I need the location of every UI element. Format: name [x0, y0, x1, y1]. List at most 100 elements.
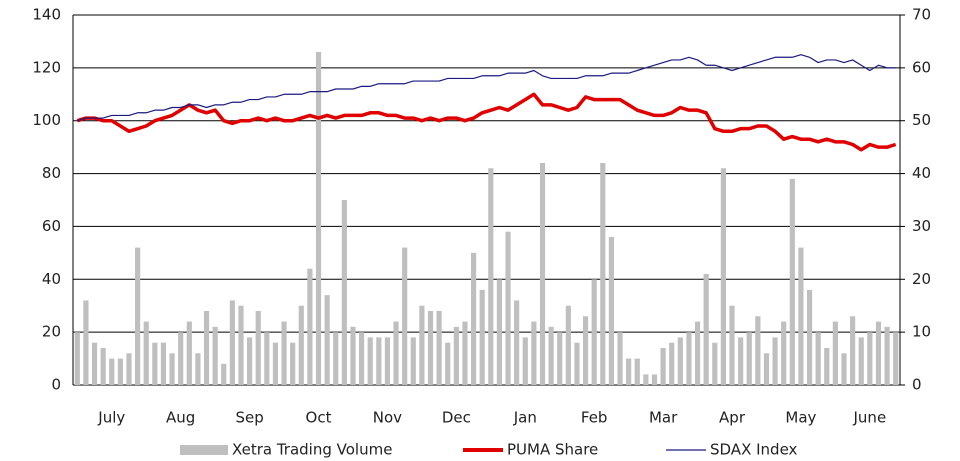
volume-bar: [195, 353, 201, 385]
volume-bar: [755, 316, 761, 385]
volume-bar: [178, 332, 184, 385]
volume-bar: [83, 300, 89, 385]
volume-bar: [307, 268, 313, 385]
volume-bar: [522, 337, 528, 385]
volume-bar: [806, 289, 813, 385]
volume-bar: [315, 52, 322, 385]
volume-bar: [117, 358, 123, 385]
volume-bar: [514, 300, 520, 385]
volume-bar: [488, 168, 494, 385]
volume-bar: [238, 305, 244, 385]
volume-bar: [212, 326, 218, 385]
volume-bar: [677, 337, 683, 385]
y-tick-label: 60: [42, 217, 61, 235]
volume-bar: [875, 321, 882, 385]
volume-bar: [350, 326, 356, 385]
x-tick-label: June: [853, 409, 887, 427]
x-tick-label: Apr: [719, 409, 746, 427]
volume-bar: [746, 332, 752, 385]
y-tick-label: 140: [32, 6, 61, 24]
volume-bar: [660, 348, 666, 385]
legend-label: SDAX Index: [710, 441, 798, 459]
legend-label: Xetra Trading Volume: [232, 441, 392, 459]
volume-bar: [419, 305, 425, 385]
volume-bar: [600, 163, 606, 385]
volume-bar: [712, 342, 718, 385]
volume-bar: [298, 305, 304, 385]
volume-bar: [272, 342, 279, 385]
y-tick-label: 20: [42, 323, 61, 341]
volume-bar: [893, 332, 899, 385]
volume-bar: [781, 321, 787, 385]
volume-bar: [462, 321, 468, 385]
volume-bar: [402, 247, 408, 385]
y2-tick-label: 30: [912, 217, 931, 235]
volume-bar: [496, 279, 503, 385]
y2-tick-label: 70: [912, 6, 931, 24]
volume-bar: [815, 332, 821, 385]
y-tick-label: 0: [51, 376, 61, 394]
volume-bar: [264, 332, 270, 385]
volume-bar: [858, 337, 864, 385]
volume-bar: [281, 321, 287, 385]
volume-bar: [143, 321, 149, 385]
volume-bar: [694, 321, 701, 385]
volume-bar: [436, 311, 442, 385]
volume-bar: [634, 358, 640, 385]
y-tick-label: 100: [32, 111, 61, 129]
volume-bar: [135, 247, 141, 385]
x-tick-label: Oct: [306, 409, 332, 427]
y2-tick-label: 50: [912, 111, 931, 129]
volume-bar: [867, 332, 873, 385]
x-tick-label: Feb: [581, 409, 608, 427]
y2-tick-label: 60: [912, 58, 931, 76]
volume-bar: [643, 374, 649, 385]
x-tick-label: Aug: [166, 409, 195, 427]
y2-tick-label: 20: [912, 270, 931, 288]
volume-bar: [539, 163, 546, 385]
volume-bar: [169, 353, 175, 385]
volume-bar: [152, 342, 158, 385]
volume-bar: [290, 342, 296, 385]
volume-bar: [574, 342, 580, 385]
y-tick-label: 40: [42, 270, 61, 288]
volume-bar: [470, 252, 477, 385]
volume-bar: [669, 342, 675, 385]
volume-bar: [651, 374, 658, 385]
volume-bar: [341, 200, 347, 385]
volume-bar: [884, 326, 890, 385]
volume-bar: [333, 332, 339, 385]
line-series: [76, 92, 897, 152]
volume-bar: [617, 332, 623, 385]
y-tick-label: 120: [32, 58, 61, 76]
volume-bar: [74, 332, 80, 385]
volume-bar: [221, 363, 227, 385]
x-tick-label: Sep: [235, 409, 263, 427]
volume-bar: [738, 337, 744, 385]
volume-bar: [247, 337, 253, 385]
volume-bar: [582, 316, 589, 385]
volume-bar: [453, 326, 459, 385]
volume-bar: [841, 353, 847, 385]
volume-bar: [445, 342, 451, 385]
volume-bar: [832, 321, 838, 385]
volume-bar: [109, 358, 115, 385]
x-tick-label: Dec: [442, 409, 471, 427]
volume-bar: [505, 231, 511, 385]
volume-bar: [255, 311, 261, 385]
volume-bar: [824, 348, 830, 385]
volume-bar: [531, 321, 537, 385]
volume-bar: [626, 358, 632, 385]
volume-bar: [798, 247, 804, 385]
volume-bar: [772, 337, 778, 385]
volume-bar: [160, 342, 167, 385]
volume-bar: [557, 332, 563, 385]
volume-bar: [186, 321, 192, 385]
legend-label: PUMA Share: [507, 441, 598, 459]
x-tick-label: May: [785, 409, 816, 427]
volume-bar: [367, 337, 373, 385]
volume-bar: [100, 348, 106, 385]
volume-bar: [376, 337, 382, 385]
volume-bar: [126, 353, 132, 385]
